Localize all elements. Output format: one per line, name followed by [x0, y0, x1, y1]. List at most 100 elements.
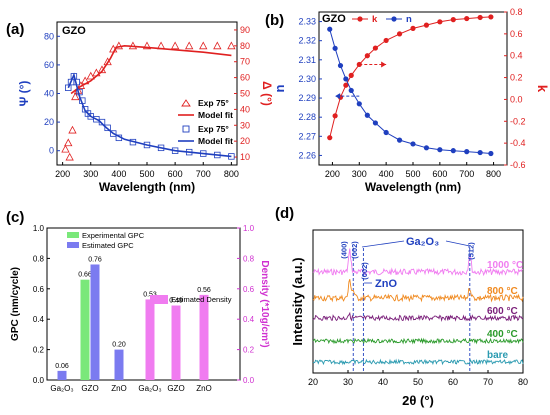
panel-c-legend-label: Estimated Density — [171, 295, 232, 304]
panel-b-x-tick-label: 400 — [379, 169, 394, 179]
panel-d-series-label: 600 °C — [487, 306, 518, 317]
panel-a-x-tick-label: 800 — [224, 169, 239, 179]
panel-c-frame — [46, 227, 241, 381]
panel-b-point — [327, 135, 333, 141]
panel-b-x-tick-label: 200 — [325, 169, 340, 179]
panel-c-y-tick-label: 1.0 — [33, 224, 45, 233]
panel-c-category-label: ZnO — [111, 384, 127, 393]
panel-b-point — [396, 31, 403, 37]
panel-a-legend-label: Exp 75° — [198, 98, 229, 108]
panel-b-point — [437, 19, 443, 25]
panel-c-y-tick-label: 0.6 — [33, 285, 45, 294]
panel-b-point — [356, 101, 362, 107]
panel-a-point — [98, 118, 106, 126]
panel-label-c: (c) — [6, 209, 24, 226]
panel-a-y-tick-label: 20 — [44, 117, 54, 127]
panel-d-series-label: 800 °C — [487, 286, 518, 297]
panel-c-y-tick-label: 0.8 — [33, 254, 45, 263]
panel-b-point — [348, 72, 354, 78]
panel-d-x-tick-label: 60 — [448, 377, 458, 387]
panel-a-y-tick-label: 0 — [49, 146, 54, 156]
panel-a-x-tick-label: 600 — [168, 169, 183, 179]
chart-panel-b: 200 300 400 500 600 700 800 2.26 2.27 2.28 2.29 2.3… — [272, 7, 550, 194]
panel-a-point — [114, 41, 124, 50]
panel-c-y-tick-label: 0.0 — [33, 376, 45, 385]
panel-d-ylabel: Intensity (a.u.) — [290, 257, 305, 345]
panel-a-series-line — [70, 44, 232, 95]
panel-a-y-tick-label: 40 — [44, 89, 54, 99]
panel-b-point — [372, 45, 378, 51]
panel-b-point — [410, 25, 416, 31]
panel-a-legend-label: Model fit — [198, 110, 233, 120]
panel-a-point — [142, 41, 152, 50]
panel-b-point — [348, 87, 354, 94]
panel-d-x-tick-label: 30 — [343, 377, 353, 387]
panel-b-y-tick-label: 2.30 — [298, 74, 316, 84]
panel-b-arrowhead-k — [381, 61, 387, 68]
panel-a-x-tick-label: 300 — [83, 169, 98, 179]
panel-a-xlabel: Wavelength (nm) — [99, 180, 195, 194]
panel-b-legend-label: n — [406, 14, 412, 25]
panel-a-x-tick-label: 200 — [55, 169, 70, 179]
panel-b-point — [464, 15, 470, 22]
panel-b-y2-tick-label: 0.4 — [510, 51, 523, 61]
panel-b-x-tick-label: 700 — [459, 169, 474, 179]
panel-d-series-line — [312, 358, 524, 366]
panel-d-annotation-ga2o3: Ga₂O₃ — [406, 236, 439, 248]
panel-b-point — [383, 37, 389, 44]
panel-label-a: (a) — [6, 21, 24, 38]
panel-c-category-label: GZO — [167, 384, 184, 393]
panel-d-annotation: (400) — [339, 241, 348, 259]
panel-c-data-label: 0.76 — [88, 256, 102, 263]
panel-a-y2-tick-label: 20 — [240, 136, 250, 146]
panel-d-annotation: (002) — [350, 241, 359, 259]
panel-b-y-tick-label: 2.29 — [298, 93, 316, 103]
panel-b-legend-marker — [391, 16, 397, 22]
panel-d-series-label: 1000 °C — [487, 260, 523, 271]
panel-d-annotation: (512) — [466, 242, 475, 260]
panel-a-legend-label: Model fit — [198, 136, 233, 146]
panel-b-ylabel-right: k — [535, 85, 550, 93]
panel-d-annotation: (002) — [360, 262, 369, 280]
panel-b-point — [372, 120, 378, 126]
panel-d-x-tick-label: 20 — [308, 377, 318, 387]
panel-c-ylabel-right: Density (*10g/cm³) — [259, 260, 270, 347]
panel-a-y2-tick-label: 30 — [240, 120, 250, 130]
panel-b-legend-label: k — [372, 14, 378, 25]
panel-c-category-label: GZO — [81, 384, 98, 393]
panel-b-x-tick-label: 300 — [352, 169, 367, 179]
panel-d-annotation-zno: ZnO — [375, 278, 397, 290]
panel-a-point — [185, 41, 194, 50]
panel-c-data-label: 0.06 — [55, 363, 69, 370]
panel-c-y2-tick-label: 0.8 — [243, 254, 255, 263]
panel-a-point — [170, 41, 180, 50]
panel-b-point — [450, 17, 456, 23]
panel-c-bar — [145, 299, 155, 380]
panel-a-title: GZO — [62, 25, 86, 37]
panel-a-y-tick-label: 60 — [44, 60, 54, 70]
panel-b-y-tick-label: 2.28 — [298, 112, 316, 122]
panel-a-y-tick-label: 80 — [44, 31, 54, 41]
panel-c-y2-tick-label: 0.2 — [243, 346, 255, 355]
panel-d-series-line — [312, 337, 524, 345]
panel-d-series-line — [312, 311, 524, 322]
panel-a-point — [71, 92, 80, 101]
panel-a-y2-tick-label: 70 — [240, 57, 250, 67]
panel-b-point — [423, 145, 430, 151]
panel-b-point — [327, 26, 333, 32]
panel-b-point — [488, 150, 494, 157]
panel-b-y-tick-label: 2.33 — [298, 17, 316, 27]
panel-b-legend-marker — [357, 16, 363, 22]
panel-a-point — [213, 41, 222, 50]
panel-d-series-label: bare — [487, 350, 509, 361]
panel-a-legend-marker — [182, 125, 190, 133]
panel-b-x-tick-label: 500 — [405, 169, 420, 179]
panel-d-x-tick-label: 70 — [483, 377, 493, 387]
panel-a-point — [199, 41, 208, 50]
panel-b-point — [343, 82, 349, 88]
chart-panel-c: 0.0 0.0 0.2 0.2 0.4 0.4 0.6 0.6 0.8 0.8 1.0 1.0 GPC … — [10, 224, 270, 393]
panel-d-x-tick-label: 80 — [518, 377, 528, 387]
panel-c-bar — [90, 264, 100, 380]
panel-b-point — [383, 129, 389, 136]
